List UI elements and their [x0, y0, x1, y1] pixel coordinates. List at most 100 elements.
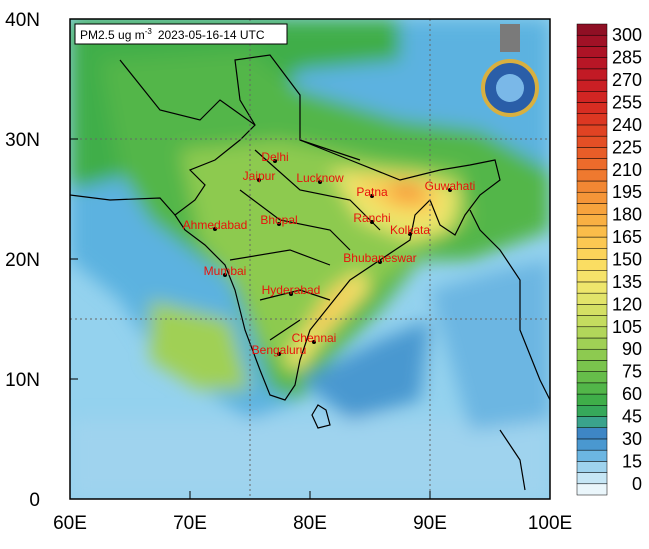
- city-marker: [289, 292, 293, 296]
- colorbar-box: [576, 225, 608, 238]
- colorbar-box: [576, 371, 608, 384]
- y-tick-label: 10N: [5, 370, 40, 391]
- city-marker: [257, 178, 261, 182]
- colorbar-box: [576, 472, 608, 485]
- city-label: Bengaluru: [252, 343, 307, 357]
- colorbar-box: [576, 46, 608, 58]
- colorbar-label: 15: [622, 451, 642, 471]
- city-label: Bhubaneswar: [343, 251, 416, 265]
- city-label: Hyderabad: [262, 283, 321, 297]
- colorbar-box: [576, 180, 608, 193]
- title-time: 2023-05-16-14 UTC: [158, 28, 265, 42]
- colorbar-box: [576, 23, 608, 36]
- colorbar-label: 150: [612, 250, 642, 270]
- city-marker: [378, 260, 382, 264]
- colorbar-label: 255: [612, 93, 642, 113]
- grid-lines: [70, 19, 550, 499]
- colorbar-box: [576, 315, 608, 328]
- title-text: PM2.5 ug m: [80, 28, 145, 42]
- colorbar-label: 210: [612, 160, 642, 180]
- boundaries: [70, 54, 550, 491]
- colorbar-label: 45: [622, 407, 642, 427]
- colorbar-box: [576, 326, 608, 339]
- colorbar-box: [576, 91, 608, 103]
- colorbar-label: 60: [622, 384, 642, 404]
- colorbar-box: [576, 416, 608, 428]
- city-label: Delhi: [261, 150, 288, 164]
- colorbar-box: [576, 34, 608, 47]
- colorbar-label: 180: [612, 205, 642, 225]
- city-label: Guwahati: [425, 179, 476, 193]
- x-tick-label: 90E: [413, 513, 447, 534]
- x-tick-label: 60E: [53, 513, 87, 534]
- city-marker: [277, 222, 281, 226]
- y-tick-label: 30N: [5, 130, 40, 151]
- x-tick-label: 100E: [528, 513, 572, 534]
- colorbar-box: [576, 337, 608, 350]
- colorbar-label: 75: [622, 362, 642, 382]
- colorbar-box: [576, 483, 608, 496]
- x-tick-label: 70E: [173, 513, 207, 534]
- city-label: Patna: [356, 185, 388, 199]
- colorbar-box: [576, 68, 608, 81]
- city-marker: [312, 340, 316, 344]
- colorbar-label: 195: [612, 182, 642, 202]
- colorbar-label: 300: [612, 25, 642, 45]
- colorbar-box: [576, 438, 608, 451]
- colorbar-label: 120: [612, 294, 642, 314]
- colorbar-label: 30: [622, 429, 642, 449]
- colorbar-box: [576, 449, 608, 462]
- colorbar-label: 0: [632, 474, 642, 494]
- colorbar-box: [576, 203, 608, 215]
- colorbar-label: 285: [612, 48, 642, 68]
- colorbar-box: [576, 281, 608, 294]
- city-label: Kolkata: [390, 223, 430, 237]
- city-marker: [277, 352, 281, 356]
- colorbar-box: [576, 135, 608, 148]
- city-marker: [223, 273, 227, 277]
- colorbar-box: [576, 461, 608, 473]
- colorbar-box: [576, 158, 608, 171]
- colorbar-box: [576, 102, 608, 114]
- colorbar-box: [576, 169, 608, 182]
- y-tick-label: 0: [29, 490, 40, 511]
- y-tick-label: 40N: [5, 10, 40, 31]
- city-marker: [408, 232, 412, 236]
- city-label: Ranchi: [353, 211, 390, 225]
- city-marker: [273, 159, 277, 163]
- colorbar-box: [576, 79, 608, 92]
- colorbar-label: 135: [612, 272, 642, 292]
- city-marker: [448, 188, 452, 192]
- colorbar-box: [576, 147, 608, 159]
- colorbar-box: [576, 292, 608, 305]
- city-marker: [370, 220, 374, 224]
- colorbar-label: 270: [612, 70, 642, 90]
- colorbar-box: [576, 360, 608, 372]
- colorbar-box: [576, 405, 608, 417]
- colorbar-label: 165: [612, 227, 642, 247]
- colorbar-label: 225: [612, 137, 642, 157]
- colorbar-box: [576, 270, 608, 283]
- city-label: Chennai: [292, 331, 337, 345]
- colorbar-label: 240: [612, 115, 642, 135]
- title-box: PM2.5 ug m-3 2023-05-16-14 UTC: [74, 23, 288, 45]
- colorbar-box: [576, 259, 608, 271]
- colorbar-box: [576, 393, 608, 406]
- colorbar-box: [576, 113, 608, 126]
- colorbar-box: [576, 427, 608, 440]
- colorbar-box: [576, 248, 608, 260]
- city-label: Mumbai: [204, 264, 247, 278]
- pm25-field: [70, 19, 550, 499]
- title-superscript: -3: [145, 27, 153, 36]
- city-label: Ahmedabad: [183, 218, 248, 232]
- colorbar-box: [576, 348, 608, 361]
- city-marker: [370, 194, 374, 198]
- colorbar-label: 90: [622, 339, 642, 359]
- city-label: Jaipur: [243, 169, 276, 183]
- colorbar-box: [576, 191, 608, 204]
- city-label: Lucknow: [296, 171, 344, 185]
- city-marker: [318, 180, 322, 184]
